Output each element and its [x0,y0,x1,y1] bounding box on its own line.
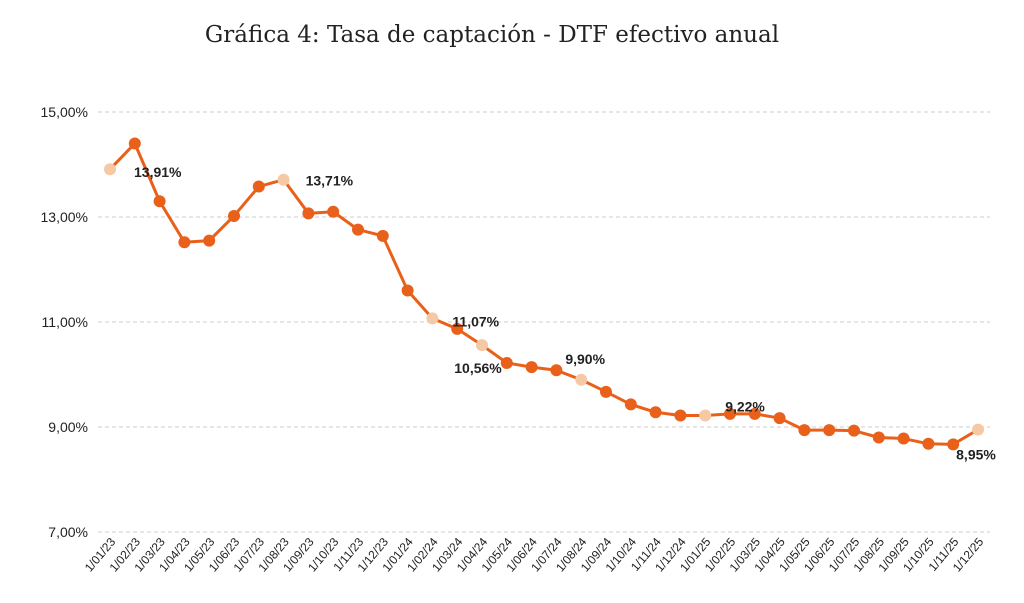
data-point [798,424,811,437]
data-point [600,385,612,398]
data-point [401,284,414,297]
data-point [426,312,439,325]
data-point [376,229,389,242]
data-label: 13,91% [134,164,182,180]
data-labels: 13,91% 13,71% 11,07% 10,56% 9,90% 9,22% 8,95% [134,164,996,462]
data-point [947,438,960,451]
data-label: 10,56% [454,360,502,376]
y-axis-labels: 7,00% 9,00% 11,00% 13,00% 15,00% [41,104,88,540]
y-tick-label: 13,00% [41,209,88,225]
data-point [624,398,637,411]
chart-title: Gráfica 4: Tasa de captación - DTF efect… [204,22,780,48]
data-point [302,207,315,220]
data-point [277,173,290,186]
gridlines [98,111,990,533]
data-point [203,234,216,247]
data-label: 9,22% [725,398,765,414]
data-point [724,407,736,420]
x-axis-labels: 1/01/231/02/231/03/231/04/231/05/231/06/… [82,535,987,575]
data-point [748,407,761,420]
data-point [525,361,538,374]
data-label: 8,95% [956,447,996,463]
data-point [178,236,191,249]
y-tick-label: 15,00% [41,104,88,120]
data-point [897,432,910,445]
data-point [972,423,984,436]
data-point [500,356,513,369]
data-point [575,373,588,386]
y-tick-label: 9,00% [48,419,88,435]
data-point [228,209,240,222]
data-label: 9,90% [565,351,605,367]
data-point [922,437,935,450]
series-line [108,142,979,446]
data-point [550,364,563,377]
markers [104,137,984,451]
data-point [649,406,662,419]
data-point [128,137,141,150]
data-point [476,339,488,352]
data-point [252,180,265,193]
data-point [674,409,687,422]
data-point [872,431,885,444]
data-point [451,322,464,335]
data-label: 11,07% [452,313,499,329]
y-tick-label: 11,00% [42,314,88,330]
data-point [352,223,364,236]
data-point [773,412,786,425]
y-tick-label: 7,00% [48,524,88,540]
data-label: 13,71% [306,173,354,189]
series-line-group [108,142,979,446]
data-point [327,205,340,218]
data-point [104,163,116,176]
data-point [848,424,860,437]
data-point [699,409,712,422]
data-point [153,195,166,208]
data-point [823,424,836,437]
